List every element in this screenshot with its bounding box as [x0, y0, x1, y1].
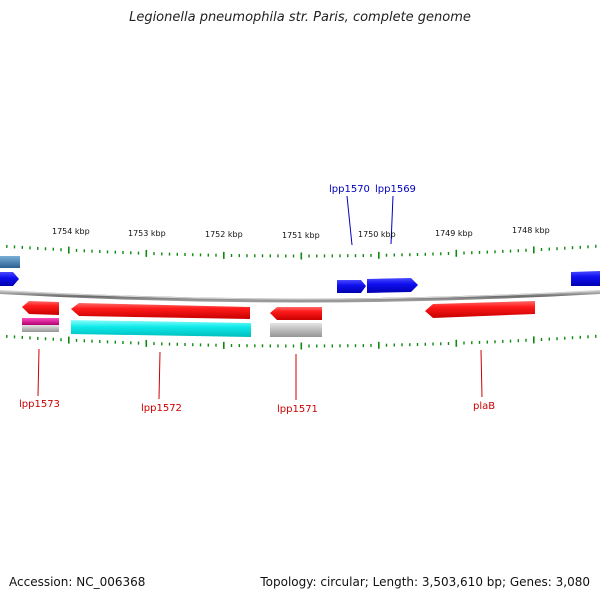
forward-genes: [0, 256, 600, 293]
genome-backbone-highlight: [0, 290, 600, 300]
gene-label-lpp1569[interactable]: lpp1569: [375, 184, 416, 195]
topology-text: Topology: circular; Length: 3,503,610 bp…: [260, 575, 590, 589]
cds-features: [22, 318, 322, 337]
feature-forward-right-edge[interactable]: [571, 271, 600, 286]
gene-lpp1573-arrow[interactable]: [22, 301, 59, 315]
gene-lpp1570-arrow[interactable]: [337, 280, 366, 293]
ruler-label-1754-kbp: 1754 kbp: [52, 227, 90, 236]
gene-label-lpp1572[interactable]: lpp1572: [141, 403, 182, 414]
outer-ruler: [6, 244, 597, 260]
gene-label-plab[interactable]: plaB: [473, 401, 495, 412]
gene-plab-arrow[interactable]: [425, 301, 535, 318]
lpp1573-callout-line: [37, 348, 40, 397]
ruler-labels: 1754 kbp 1753 kbp 1752 kbp 1751 kbp 1750…: [52, 226, 550, 240]
ruler-label-1748-kbp: 1748 kbp: [512, 226, 550, 235]
genome-backbone: [0, 290, 600, 303]
gene-lpp1569-arrow[interactable]: [367, 278, 418, 293]
map-title: Legionella pneumophila str. Paris, compl…: [129, 10, 471, 25]
ruler-label-1752-kbp: 1752 kbp: [205, 230, 243, 239]
gene-label-lpp1570[interactable]: lpp1570: [329, 184, 370, 195]
lpp1569-callout-line: [390, 195, 394, 245]
ruler-label-1749-kbp: 1749 kbp: [435, 229, 473, 238]
feature-lpp1571-gray[interactable]: [270, 323, 322, 337]
lpp1572-callout-line: [158, 351, 161, 400]
ruler-label-1753-kbp: 1753 kbp: [128, 229, 166, 238]
feature-forward-left-edge[interactable]: [0, 272, 19, 286]
plab-callout-line: [480, 349, 483, 398]
gene-label-lpp1573[interactable]: lpp1573: [19, 399, 60, 410]
lpp1570-callout-line: [346, 195, 353, 246]
inner-ruler: [6, 334, 597, 350]
gene-label-lpp1571[interactable]: lpp1571: [277, 404, 318, 415]
ruler-label-1750-kbp: 1750 kbp: [358, 230, 396, 239]
feature-lpp1572-cyan[interactable]: [71, 320, 251, 337]
gene-lpp1572-arrow[interactable]: [71, 303, 250, 319]
reverse-genes: [22, 301, 535, 320]
feature-lpp1573-gray[interactable]: [22, 325, 59, 332]
ruler-label-1751-kbp: 1751 kbp: [282, 231, 320, 240]
gene-lpp1571-arrow[interactable]: [270, 307, 322, 320]
accession-text: Accession: NC_006368: [9, 575, 146, 589]
feature-steelblue-left-edge[interactable]: [0, 256, 20, 268]
gene-labels: lpp1570 lpp1569 lpp1573 lpp1572 lpp1571 …: [19, 184, 495, 415]
feature-lpp1573-magenta[interactable]: [22, 318, 59, 325]
